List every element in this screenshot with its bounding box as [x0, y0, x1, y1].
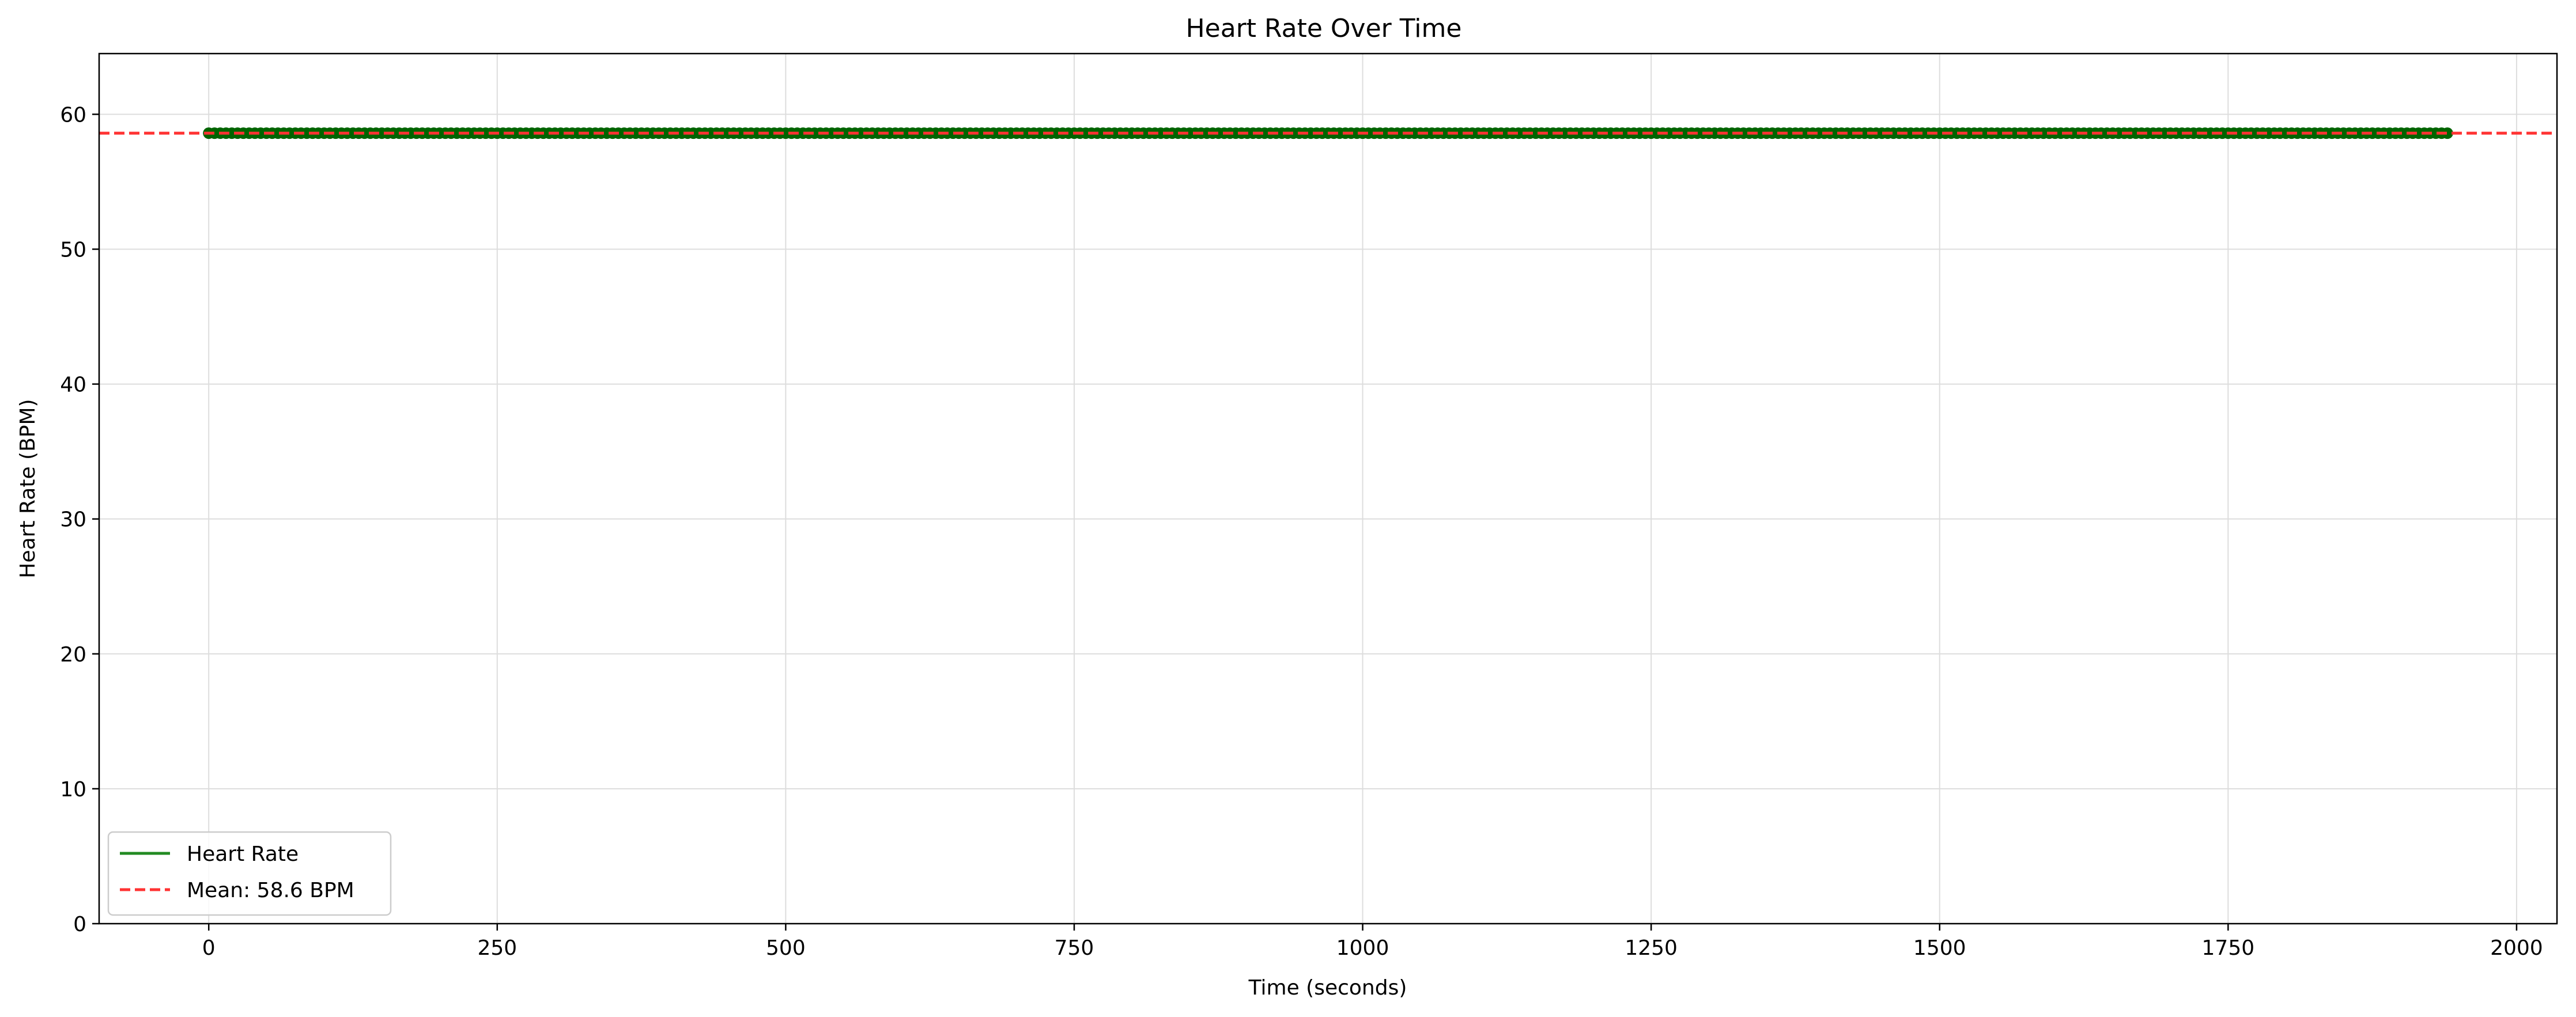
x-tick-label: 0 — [202, 936, 216, 960]
x-tick-label: 1250 — [1625, 936, 1678, 960]
legend-label-mean: Mean: 58.6 BPM — [187, 879, 354, 902]
y-tick-label: 10 — [60, 778, 86, 801]
x-tick-label: 1500 — [1913, 936, 1966, 960]
x-tick-label: 750 — [1055, 936, 1094, 960]
x-tick-label: 1750 — [2202, 936, 2255, 960]
x-tick-label: 500 — [766, 936, 806, 960]
legend-label-heart-rate: Heart Rate — [187, 842, 299, 866]
y-tick-label: 40 — [60, 373, 86, 397]
x-gridlines — [208, 54, 2517, 924]
y-tick-label: 20 — [60, 643, 86, 667]
chart-title: Heart Rate Over Time — [1186, 14, 1462, 43]
plot-frame — [98, 52, 2558, 925]
legend: Heart Rate Mean: 58.6 BPM — [107, 831, 392, 916]
legend-box — [107, 831, 392, 916]
y-axis-ticks: 0 10 20 30 40 50 60 — [60, 103, 99, 936]
x-tick-label: 1000 — [1336, 936, 1389, 960]
x-axis-ticks: 0 250 500 750 1000 1250 1500 1750 2000 — [202, 924, 2543, 960]
y-tick-label: 60 — [60, 103, 86, 127]
x-tick-label: 250 — [477, 936, 517, 960]
x-tick-label: 2000 — [2490, 936, 2543, 960]
y-tick-label: 0 — [73, 913, 86, 936]
y-axis-label: Heart Rate (BPM) — [16, 399, 40, 578]
y-tick-label: 50 — [60, 238, 86, 262]
series-layer — [203, 127, 2453, 139]
x-axis-label: Time (seconds) — [1248, 976, 1407, 1000]
y-tick-label: 30 — [60, 508, 86, 532]
data-point — [2441, 127, 2453, 139]
